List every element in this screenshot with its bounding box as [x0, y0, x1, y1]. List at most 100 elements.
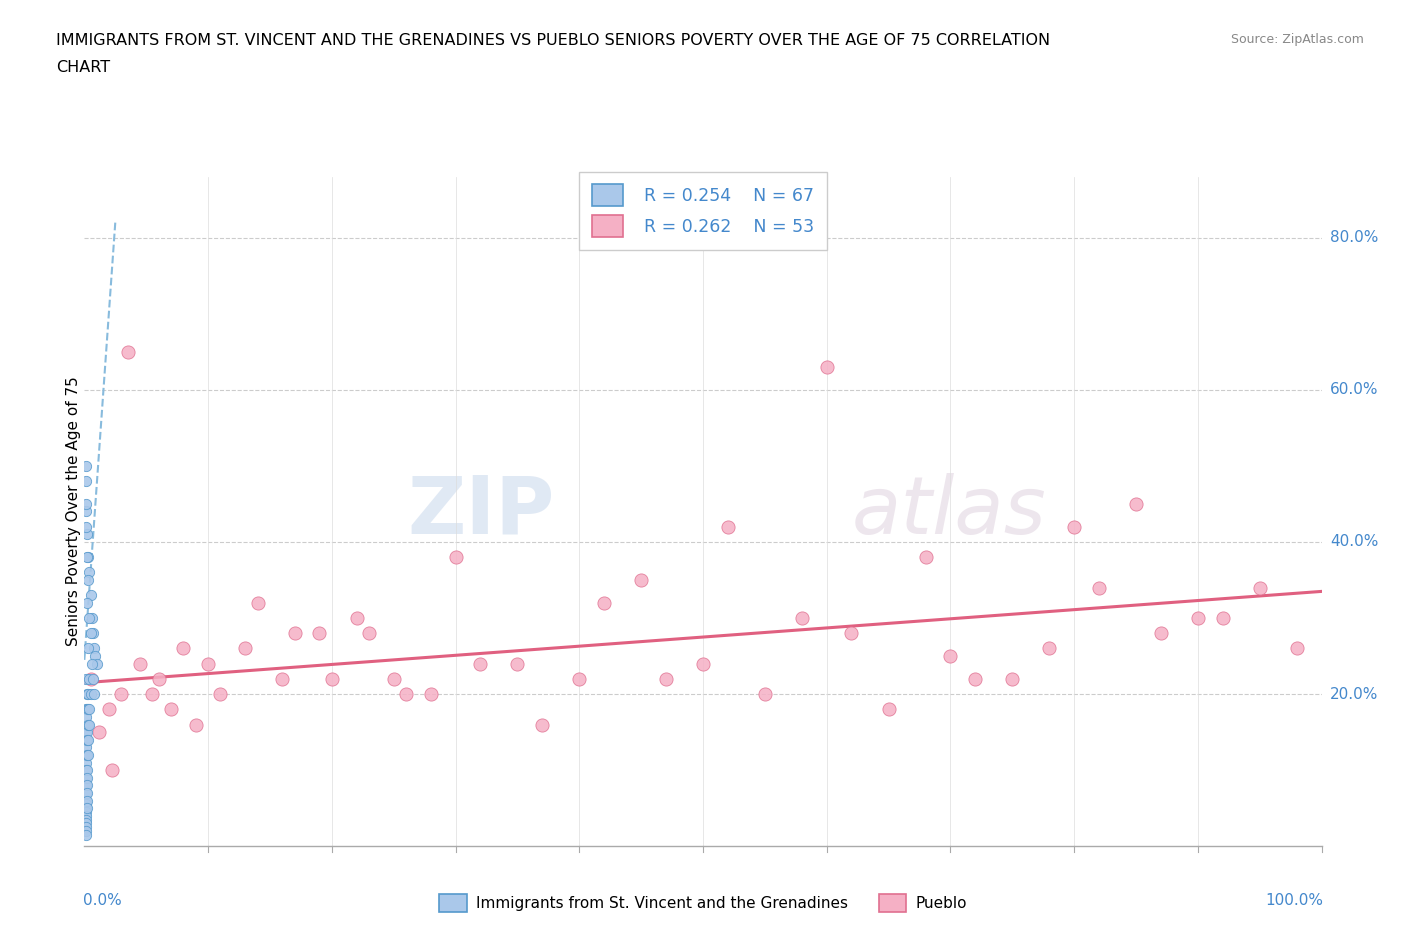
- Point: [1088, 580, 1111, 595]
- Point: [395, 686, 418, 701]
- Point: [82, 626, 104, 641]
- Point: [914, 550, 936, 565]
- Point: [321, 671, 343, 686]
- Text: 60.0%: 60.0%: [1330, 382, 1378, 397]
- Text: 0.0%: 0.0%: [83, 893, 122, 909]
- Point: [531, 717, 554, 732]
- Point: [83, 641, 105, 656]
- Y-axis label: Seniors Poverty Over the Age of 75: Seniors Poverty Over the Age of 75: [66, 377, 80, 646]
- Point: [77, 717, 100, 732]
- Point: [1063, 519, 1085, 534]
- Point: [75, 824, 97, 839]
- Point: [75, 763, 97, 777]
- Point: [1038, 641, 1060, 656]
- Point: [75, 497, 97, 512]
- Point: [76, 550, 98, 565]
- Point: [77, 573, 100, 588]
- Point: [754, 686, 776, 701]
- Point: [79, 588, 101, 603]
- Point: [77, 550, 100, 565]
- Point: [79, 702, 101, 717]
- Point: [1212, 611, 1234, 626]
- Point: [76, 595, 98, 610]
- Point: [77, 748, 100, 763]
- Point: [110, 686, 132, 701]
- Point: [75, 671, 97, 686]
- Point: [233, 641, 256, 656]
- Point: [308, 626, 330, 641]
- Text: ZIP: ZIP: [408, 472, 554, 551]
- Point: [83, 686, 105, 701]
- Point: [76, 527, 98, 542]
- Point: [75, 458, 97, 473]
- Point: [77, 702, 100, 717]
- Point: [75, 820, 97, 835]
- Point: [76, 748, 98, 763]
- Point: [84, 648, 107, 663]
- Point: [76, 786, 98, 801]
- Point: [75, 812, 97, 827]
- Point: [82, 671, 104, 686]
- Point: [692, 657, 714, 671]
- Legend: Immigrants from St. Vincent and the Grenadines, Pueblo: Immigrants from St. Vincent and the Gren…: [433, 888, 973, 918]
- Point: [129, 657, 152, 671]
- Point: [246, 595, 269, 610]
- Point: [76, 801, 98, 816]
- Point: [184, 717, 207, 732]
- Point: [75, 793, 97, 808]
- Point: [75, 504, 97, 519]
- Point: [76, 770, 98, 785]
- Point: [79, 565, 101, 579]
- Point: [76, 724, 98, 739]
- Point: [877, 702, 900, 717]
- Point: [75, 808, 97, 823]
- Point: [506, 657, 529, 671]
- Point: [357, 626, 380, 641]
- Point: [1187, 611, 1209, 626]
- Point: [76, 793, 98, 808]
- Point: [75, 473, 97, 488]
- Point: [79, 626, 101, 641]
- Point: [815, 360, 838, 375]
- Point: [75, 828, 97, 843]
- Point: [76, 717, 98, 732]
- Text: CHART: CHART: [56, 60, 110, 75]
- Point: [80, 611, 103, 626]
- Point: [79, 717, 101, 732]
- Text: 100.0%: 100.0%: [1265, 893, 1323, 909]
- Point: [197, 657, 219, 671]
- Point: [75, 778, 97, 793]
- Point: [75, 732, 97, 747]
- Text: atlas: atlas: [852, 472, 1046, 551]
- Point: [630, 573, 652, 588]
- Point: [655, 671, 678, 686]
- Point: [148, 671, 170, 686]
- Point: [1285, 641, 1308, 656]
- Point: [1001, 671, 1024, 686]
- Point: [79, 671, 101, 686]
- Point: [568, 671, 591, 686]
- Point: [76, 702, 98, 717]
- Point: [593, 595, 616, 610]
- Point: [470, 657, 492, 671]
- Point: [75, 724, 97, 739]
- Point: [75, 786, 97, 801]
- Point: [444, 550, 467, 565]
- Point: [790, 611, 813, 626]
- Point: [284, 626, 307, 641]
- Point: [89, 724, 111, 739]
- Point: [77, 641, 100, 656]
- Point: [79, 611, 101, 626]
- Point: [160, 702, 183, 717]
- Point: [76, 732, 98, 747]
- Text: 80.0%: 80.0%: [1330, 230, 1378, 246]
- Point: [79, 686, 101, 701]
- Point: [75, 748, 97, 763]
- Point: [1125, 497, 1147, 512]
- Point: [76, 763, 98, 777]
- Point: [77, 686, 100, 701]
- Point: [141, 686, 163, 701]
- Point: [75, 740, 97, 755]
- Point: [75, 804, 97, 819]
- Point: [939, 648, 962, 663]
